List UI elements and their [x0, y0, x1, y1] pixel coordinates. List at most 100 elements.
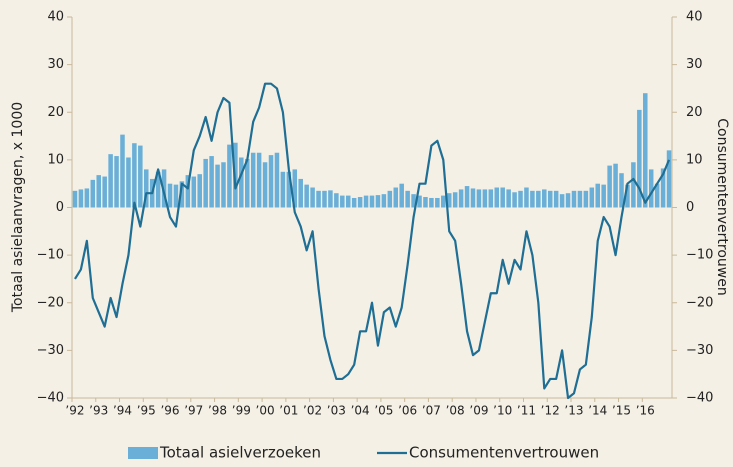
- bar: [369, 195, 375, 208]
- bar: [446, 193, 452, 208]
- bar: [571, 190, 577, 208]
- bar: [244, 158, 250, 208]
- y-tick-label: 20: [47, 105, 64, 120]
- bar: [565, 193, 571, 208]
- bar: [583, 190, 589, 208]
- x-tick-label: ’15: [612, 404, 631, 418]
- bar: [488, 189, 494, 208]
- bar: [512, 192, 517, 208]
- bar: [161, 169, 167, 208]
- bar: [239, 157, 244, 208]
- bar: [268, 155, 274, 208]
- bar: [173, 184, 179, 208]
- bar: [411, 194, 416, 208]
- x-tick-label: ’97: [184, 404, 203, 418]
- bar: [518, 190, 523, 208]
- bar: [363, 195, 369, 208]
- x-tick-label: ’14: [588, 404, 607, 418]
- y-tick-label: 10: [47, 152, 64, 167]
- bar: [435, 197, 440, 208]
- bar: [536, 190, 541, 208]
- bar: [256, 152, 262, 208]
- bar: [357, 197, 363, 208]
- bar: [280, 171, 286, 208]
- bar: [452, 192, 458, 208]
- x-tick-label: ’04: [351, 404, 370, 418]
- bar: [559, 194, 565, 208]
- bar: [138, 145, 143, 208]
- bar: [215, 164, 220, 208]
- bar: [292, 169, 298, 208]
- x-tick-label: ’99: [232, 404, 251, 418]
- bar: [654, 183, 660, 208]
- y-tick-label: −10: [37, 248, 64, 263]
- bar: [316, 190, 321, 208]
- bar: [102, 176, 107, 208]
- bar: [197, 174, 202, 208]
- bar: [464, 186, 470, 208]
- y-tick-label: −40: [37, 391, 64, 406]
- x-tick-label: ’11: [517, 404, 536, 418]
- bar: [417, 195, 422, 208]
- bar: [185, 175, 191, 208]
- bar: [155, 171, 161, 208]
- bar: [660, 168, 666, 208]
- bar: [262, 162, 268, 208]
- bar: [96, 175, 101, 208]
- y2-tick-label: −10: [686, 248, 713, 263]
- x-tick-label: ’05: [374, 404, 393, 418]
- bar: [595, 183, 600, 208]
- bar: [126, 157, 131, 208]
- y2-tick-label: −20: [686, 295, 713, 310]
- bar: [530, 190, 535, 208]
- y2-axis-title: Consumentenvertrouwen: [714, 118, 730, 295]
- bar: [191, 176, 197, 208]
- bar: [547, 190, 553, 208]
- y-tick-label: 40: [47, 10, 64, 25]
- bar: [298, 178, 303, 208]
- bar: [322, 190, 327, 208]
- bar: [429, 197, 434, 208]
- line: [74, 82, 671, 400]
- bar: [227, 144, 232, 208]
- x-tick-label: ’16: [636, 404, 655, 418]
- bar: [250, 152, 256, 208]
- x-tick-label: ’96: [160, 404, 179, 418]
- bar: [648, 169, 654, 208]
- bar: [340, 195, 345, 208]
- bar: [132, 143, 137, 208]
- bar: [375, 195, 381, 208]
- bar: [643, 93, 648, 208]
- bar: [405, 190, 410, 208]
- bar: [577, 190, 583, 208]
- y2-tick-label: 20: [686, 105, 703, 120]
- bar: [72, 190, 78, 208]
- bar: [221, 162, 226, 208]
- y2-tick-label: −30: [686, 343, 713, 358]
- bar: [470, 188, 476, 208]
- y2-tick-label: 10: [686, 152, 703, 167]
- bar: [120, 134, 125, 208]
- x-tick-label: ’12: [541, 404, 560, 418]
- bar: [399, 183, 404, 208]
- bar: [387, 190, 393, 208]
- bar: [209, 156, 214, 208]
- bar: [393, 187, 399, 208]
- bar: [613, 163, 618, 208]
- y-tick-label: 0: [56, 200, 64, 215]
- y-tick-label: −20: [37, 295, 64, 310]
- x-tick-label: ’98: [208, 404, 227, 418]
- x-tick-label: ’10: [493, 404, 512, 418]
- bar: [619, 173, 624, 208]
- x-tick-label: ’01: [279, 404, 298, 418]
- bar: [286, 171, 292, 208]
- bar: [494, 187, 500, 208]
- bar: [542, 189, 547, 208]
- x-tick-label: ’93: [89, 404, 108, 418]
- y2-tick-label: 0: [686, 200, 694, 215]
- legend-swatch: [128, 447, 158, 459]
- bar: [144, 169, 149, 208]
- y-tick-label: −30: [37, 343, 64, 358]
